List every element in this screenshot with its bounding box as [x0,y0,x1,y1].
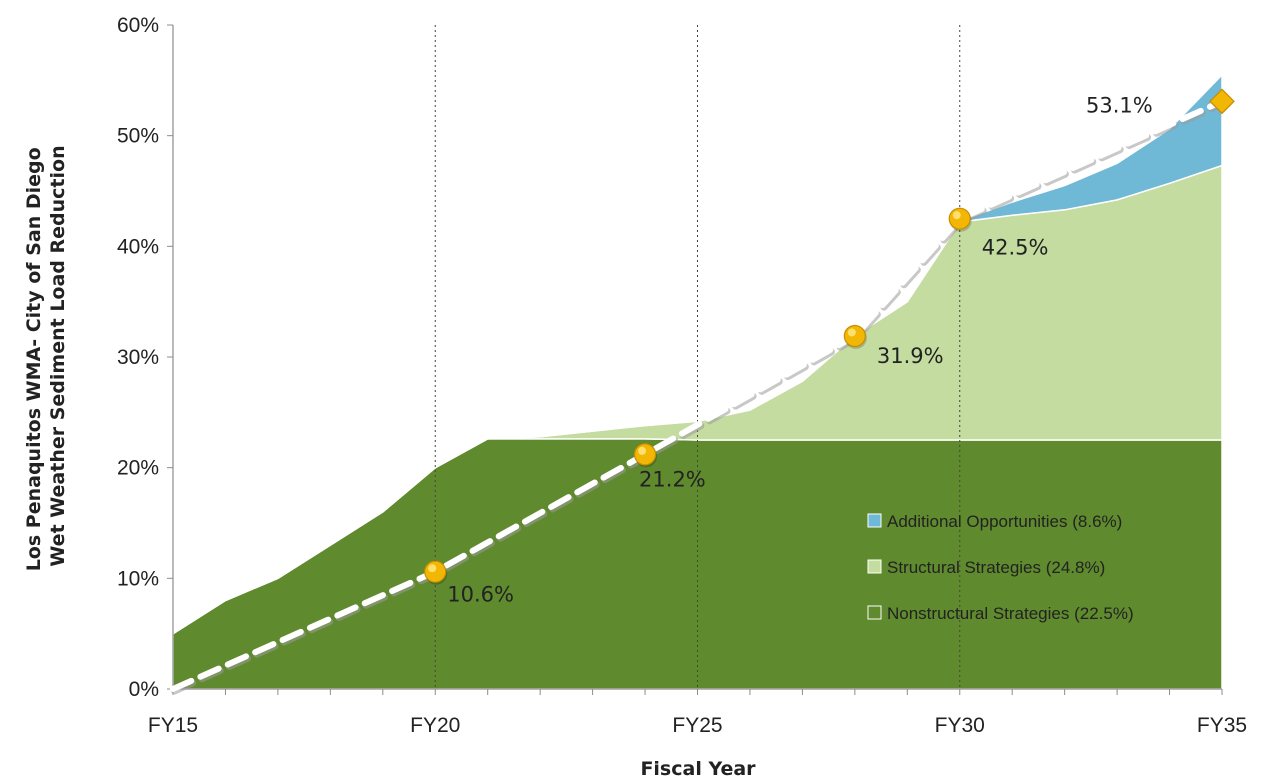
x-tick-label: FY35 [1197,714,1247,737]
target-data-label: 31.9% [877,344,944,368]
legend-swatch [867,559,882,574]
target-data-label: 42.5% [982,236,1049,260]
target-markers [424,88,1235,585]
target-data-label: 10.6% [447,583,514,607]
y-tick-label: 60% [117,14,159,37]
data-labels: 10.6% 21.2% 31.9% 42.5% 53.1% [447,93,1152,606]
legend-label: Nonstructural Strategies (22.5%) [887,604,1134,623]
x-tick-label: FY20 [410,714,460,737]
x-axis-title: Fiscal Year [640,758,756,780]
x-tick-labels: FY15 FY20 FY25 FY30 FY35 [148,714,1247,737]
vertical-gridlines [434,25,961,689]
legend-label: Additional Opportunities (8.6%) [887,512,1122,531]
target-data-label: 21.2% [639,467,706,491]
axes [167,24,1223,695]
target-line [170,98,1227,695]
target-marker-highlight [428,564,437,573]
target-marker [843,324,866,348]
y-axis-title-line-2: Wet Weather Sediment Load Reduction [47,145,69,566]
y-tick-label: 40% [117,235,159,258]
y-tick-labels: 0% 10% 20% 30% 40% 50% 60% [117,14,159,701]
x-tick-label: FY15 [148,714,198,737]
y-tick-label: 20% [117,457,159,480]
target-marker-highlight [847,328,856,337]
area-series-3 [172,72,1223,635]
legend-label: Structural Strategies (24.8%) [887,558,1105,577]
x-tick-label: FY30 [935,714,985,737]
target-line-path [170,98,1225,692]
y-tick-label: 50% [117,125,159,148]
legend-swatch [867,605,882,620]
target-marker-diamond [1209,88,1235,115]
y-tick-label: 30% [117,346,159,369]
y-axis-title: Los Penaquitos WMA- City of San Diego We… [23,141,69,572]
legend: Additional Opportunities (8.6%) Structura… [867,512,1134,623]
y-tick-label: 0% [129,678,159,701]
target-marker-highlight [638,446,647,455]
target-marker-highlight [952,211,961,220]
x-tick-label: FY25 [672,714,722,737]
target-data-label: 53.1% [1086,93,1153,117]
target-marker [633,443,657,466]
legend-swatch [867,513,882,528]
y-tick-label: 10% [117,567,159,590]
target-marker [424,560,447,583]
y-axis-title-line-1: Los Penaquitos WMA- City of San Diego [23,147,45,571]
target-marker [948,207,971,230]
